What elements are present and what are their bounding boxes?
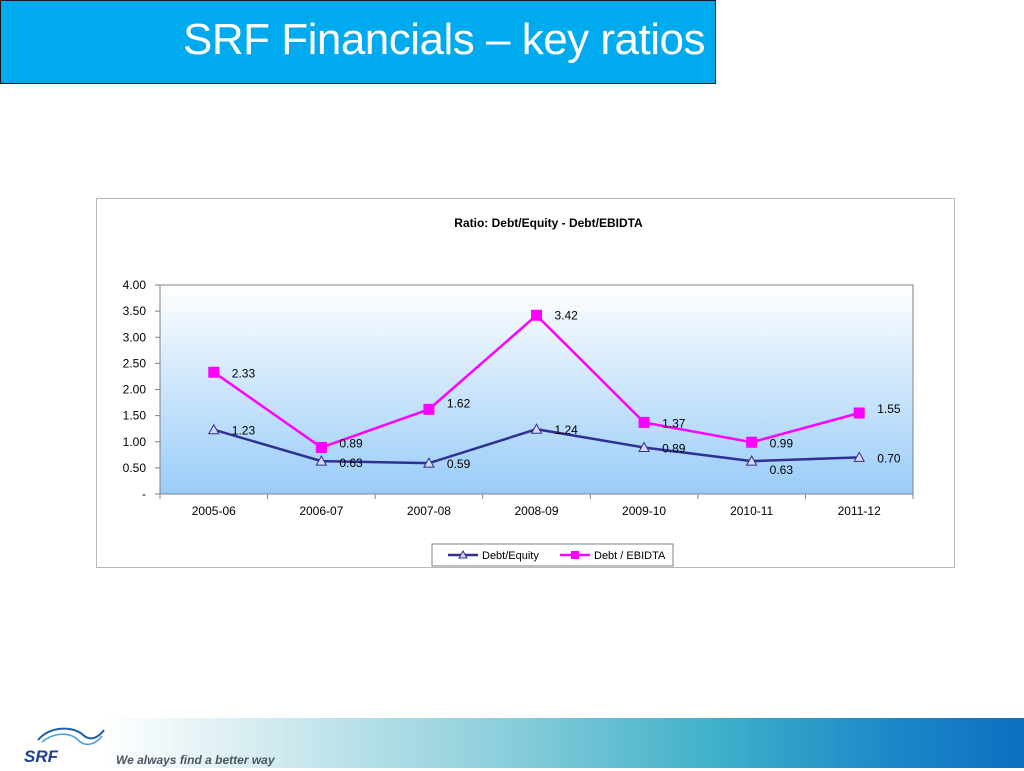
y-tick-label: 4.00 [123,278,147,292]
line-chart: Ratio: Debt/Equity - Debt/EBIDTA - 0.50 1.0… [123,216,914,567]
y-tick-label: 0.50 [123,461,147,475]
data-point [638,416,650,428]
data-point [207,423,220,435]
data-label: 0.89 [339,436,363,450]
x-tick-label: 2011-12 [838,504,881,518]
chart-title: Ratio: Debt/Equity - Debt/EBIDTA [454,216,643,230]
data-point [423,403,435,415]
data-point [853,451,866,462]
y-tick-label: 3.00 [123,330,147,344]
data-label: 1.37 [662,416,686,430]
x-tick-label: 2009-10 [622,504,666,518]
x-tick-label: 2007-08 [407,504,451,518]
data-label: 1.24 [555,423,579,437]
tagline: We always find a better way [116,753,275,767]
footer-band: SRF We always find a better way [0,718,1024,768]
y-tick-label: 2.00 [123,383,147,397]
data-point [531,309,542,321]
y-tick-label: - [142,487,146,501]
data-label: 0.70 [877,451,901,465]
legend-marker [571,551,579,559]
data-label: 0.89 [662,441,686,455]
data-label: 2.33 [232,366,256,380]
legend-label: Debt/Equity [482,550,539,562]
data-point [745,455,758,466]
title-bar: SRF Financials – key ratios [0,0,716,84]
legend-box [431,543,674,567]
data-point [853,407,865,419]
srf-logo: SRF [20,722,110,771]
svg-text:SRF: SRF [24,747,59,766]
data-point [315,441,327,453]
data-label: 1.62 [447,396,471,410]
data-point [638,441,650,452]
y-tick-label: 1.00 [123,435,147,449]
data-point [423,457,435,468]
x-tick-label: 2006-07 [299,504,343,518]
data-point [530,423,543,434]
y-tick-label: 3.50 [123,304,147,318]
slide-title: SRF Financials – key ratios [182,15,706,64]
data-label: 0.99 [770,436,794,450]
x-tick-label: 2005-06 [192,504,236,518]
data-point [208,366,220,378]
data-label: 1.23 [232,424,256,438]
legend-marker [458,549,468,559]
data-point [315,455,328,466]
chart-frame: Ratio: Debt/Equity - Debt/EBIDTA - 0.50 1.0… [96,198,955,568]
data-label: 0.63 [339,456,363,470]
data-point [746,436,758,448]
data-label: 0.63 [770,463,794,477]
data-label: 0.59 [447,457,471,471]
y-tick-label: 2.50 [123,356,147,370]
data-label: 1.55 [877,402,901,416]
x-tick-label: 2008-09 [514,504,558,518]
y-tick-label: 1.50 [123,409,147,423]
legend-label: Debt / EBIDTA [594,550,666,562]
x-tick-label: 2010-11 [730,504,773,518]
data-label: 3.42 [555,308,579,322]
